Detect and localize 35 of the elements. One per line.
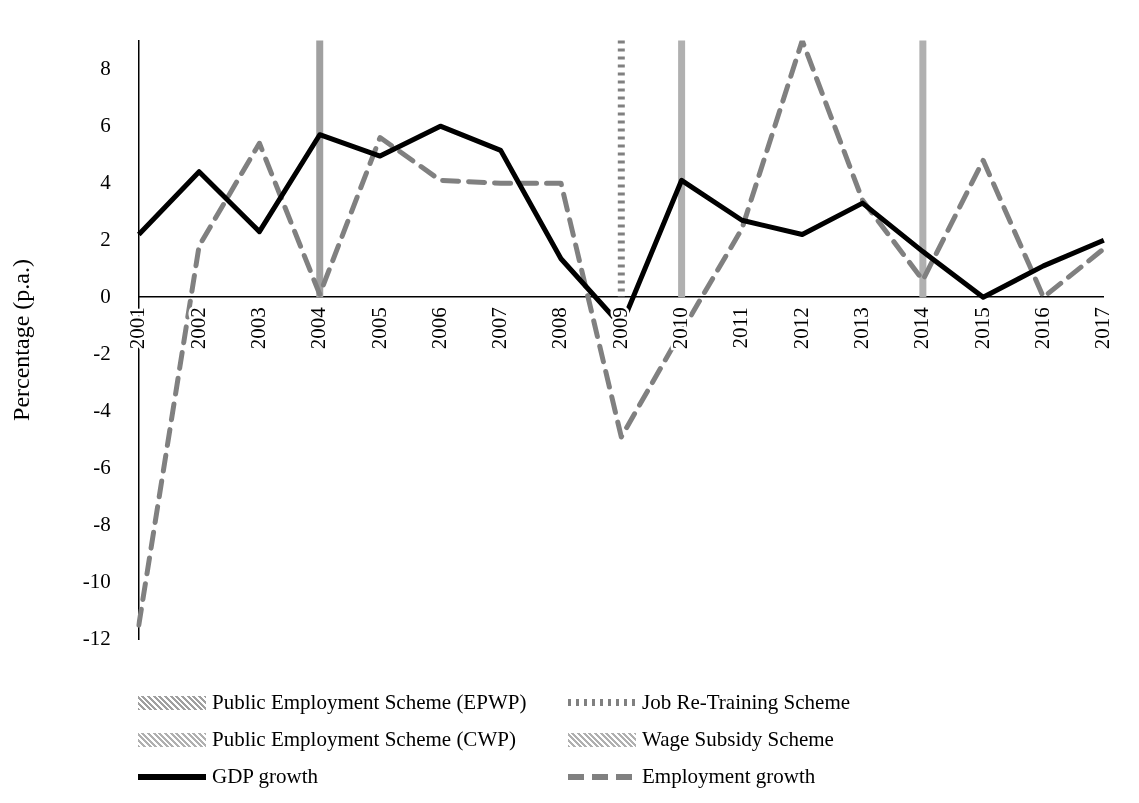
legend-label: Public Employment Scheme (CWP) — [212, 727, 516, 752]
y-tick-label: -4 — [93, 397, 112, 422]
x-tick-label: 2009 — [607, 307, 632, 350]
x-tick-label: 2004 — [306, 306, 331, 350]
x-tick-label: 2016 — [1030, 307, 1054, 350]
x-tick-label: 2013 — [849, 307, 874, 350]
x-tick-label: 2006 — [426, 307, 451, 350]
x-tick-label: 2015 — [969, 307, 994, 350]
y-tick-label: -6 — [93, 454, 111, 479]
y-tick-label: -10 — [82, 568, 111, 593]
legend-label: Job Re-Training Scheme — [642, 690, 851, 715]
x-tick-label: 2002 — [185, 307, 210, 350]
x-tick-label: 2010 — [668, 307, 693, 350]
y-tick-label: -2 — [93, 340, 111, 365]
x-tick-label: 2017 — [1090, 307, 1115, 350]
y-tick-label: -12 — [82, 625, 111, 650]
legend-label: Wage Subsidy Scheme — [642, 727, 834, 752]
y-tick-label: 0 — [100, 283, 111, 308]
y-tick-label: 6 — [100, 112, 111, 137]
legend-label: Public Employment Scheme (EPWP) — [212, 690, 527, 715]
y-tick-label: 8 — [100, 55, 111, 80]
x-tick-label: 2014 — [909, 306, 934, 350]
x-tick-label: 2001 — [125, 307, 150, 350]
x-tick-label: 2008 — [547, 307, 572, 350]
x-tick-label: 2007 — [487, 307, 512, 350]
y-tick-label: 2 — [100, 226, 111, 251]
x-tick-label: 2003 — [245, 307, 270, 350]
y-tick-label: 4 — [100, 169, 112, 194]
x-tick-label: 2011 — [728, 307, 753, 349]
x-tick-label: 2012 — [788, 307, 813, 350]
x-tick-label: 2005 — [366, 307, 391, 350]
legend-label: Employment growth — [642, 764, 816, 789]
legend-label: GDP growth — [212, 764, 318, 789]
y-tick-label: -8 — [93, 511, 111, 536]
y-axis-title: Percentage (p.a.) — [7, 259, 34, 421]
